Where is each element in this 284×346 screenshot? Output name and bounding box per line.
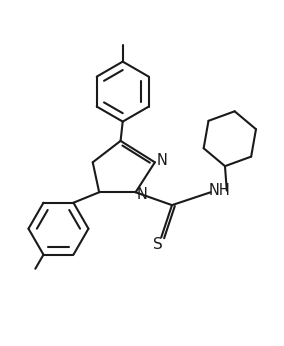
Text: S: S (153, 237, 163, 253)
Text: N: N (136, 187, 147, 202)
Text: N: N (156, 153, 167, 168)
Text: NH: NH (209, 183, 231, 198)
